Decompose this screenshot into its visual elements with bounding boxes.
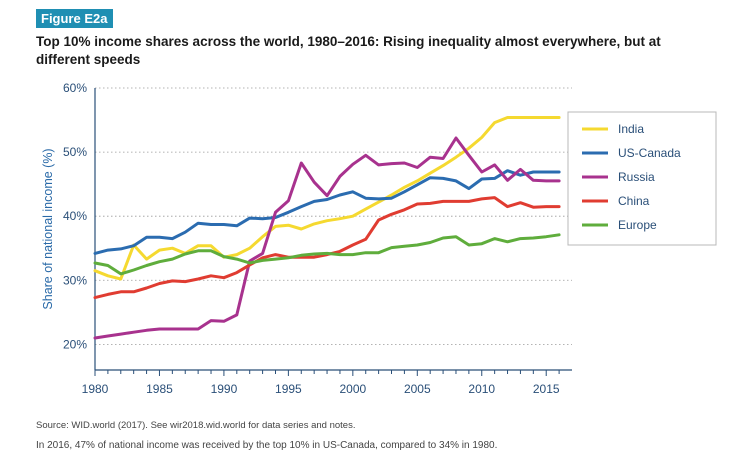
x-tick-label: 1985 — [146, 382, 173, 396]
legend: India US-Canada Russia China Europe — [567, 111, 717, 246]
series-lines — [93, 116, 561, 340]
series-line-russia — [93, 136, 561, 340]
x-tick-label: 2000 — [339, 382, 366, 396]
x-tick-label: 2010 — [468, 382, 495, 396]
line-chart: 20% 30% 40% 50% 60% 1980 1985 1990 1995 2000 2005 2… — [41, 81, 717, 396]
x-tick-label: 2005 — [404, 382, 431, 396]
series-line-india — [93, 116, 561, 281]
axes: 20% 30% 40% 50% 60% 1980 1985 1990 1995 2000 2005 2… — [41, 81, 572, 396]
caption-note: In 2016, 47% of national income was rece… — [36, 440, 498, 451]
y-axis-label: Share of national income (%) — [41, 148, 55, 309]
y-tick-label: 20% — [63, 337, 87, 351]
legend-label: Europe — [618, 218, 657, 232]
grid — [95, 87, 572, 345]
legend-label: Russia — [618, 170, 655, 184]
legend-label: China — [618, 194, 650, 208]
legend-label: India — [618, 122, 644, 136]
chart-title: Top 10% income shares across the world, … — [36, 34, 661, 67]
x-tick-label: 2015 — [533, 382, 560, 396]
source-note: Source: WID.world (2017). See wir2018.wi… — [36, 420, 356, 431]
legend-label: US-Canada — [618, 146, 681, 160]
x-tick-label: 1990 — [211, 382, 238, 396]
figure-label: Figure E2a — [36, 9, 114, 28]
y-tick-label: 50% — [63, 145, 87, 159]
y-tick-label: 40% — [63, 209, 87, 223]
series-line-europe — [93, 233, 561, 276]
y-tick-label: 60% — [63, 81, 87, 95]
series-line-china — [93, 196, 561, 300]
y-tick-label: 30% — [63, 273, 87, 287]
x-tick-label: 1980 — [82, 382, 109, 396]
series-line-us-canada — [93, 169, 561, 255]
x-tick-label: 1995 — [275, 382, 302, 396]
